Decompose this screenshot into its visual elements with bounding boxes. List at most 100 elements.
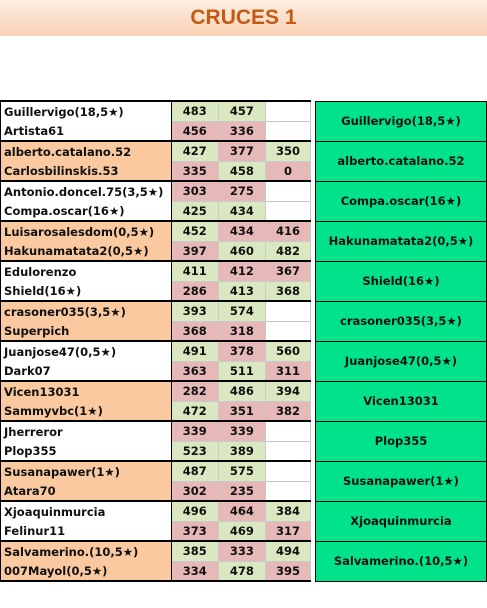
page-title: CRUCES 1 bbox=[190, 6, 297, 29]
table-row: Plop355 523 389 bbox=[0, 440, 487, 462]
match-table: Guillervigo(18,5★) 483 457 Guillervigo(18,5… bbox=[0, 100, 487, 582]
winner-cell: Hakunamatata2(0,5★) bbox=[314, 220, 487, 262]
score-cell: 434 bbox=[217, 220, 266, 242]
column-spacer bbox=[310, 301, 316, 341]
score-cell: 282 bbox=[170, 380, 219, 402]
table-row: Xjoaquinmurcia 496 464 384 Xjoaquinmurcia bbox=[0, 500, 487, 542]
score-cell: 378 bbox=[217, 340, 266, 362]
player-name: crasoner035(3,5★) bbox=[0, 300, 172, 321]
column-spacer bbox=[310, 501, 316, 541]
score-cell: 367 bbox=[264, 260, 312, 282]
score-cell: 496 bbox=[170, 500, 219, 522]
score-cell: 452 bbox=[170, 220, 219, 242]
column-spacer bbox=[310, 461, 316, 501]
score-cell: 333 bbox=[217, 540, 266, 562]
score-cell bbox=[264, 440, 312, 462]
score-cell: 456 bbox=[170, 120, 219, 142]
score-cell: 393 bbox=[170, 300, 219, 322]
player-name: Dark07 bbox=[0, 361, 172, 382]
score-cell: 416 bbox=[264, 220, 312, 242]
table-row: Atara70 302 235 bbox=[0, 480, 487, 502]
table-row: Jherreror 339 339 Plop355 bbox=[0, 420, 487, 462]
score-cell: 427 bbox=[170, 140, 219, 162]
table-row: Salvamerino.(10,5★) 385 333 494 Salvamerino.… bbox=[0, 540, 487, 582]
score-cell: 511 bbox=[217, 360, 266, 382]
player-name: Guillervigo(18,5★) bbox=[0, 100, 172, 121]
table-row: Shield(16★) 286 413 368 bbox=[0, 280, 487, 302]
score-cell: 302 bbox=[170, 480, 219, 502]
player-name: Plop355 bbox=[0, 441, 172, 462]
score-cell bbox=[264, 480, 312, 502]
player-name: Carlosbilinskis.53 bbox=[0, 161, 172, 182]
player-name: Antonio.doncel.75(3,5★) bbox=[0, 180, 172, 201]
table-row: Susanapawer(1★) 487 575 Susanapawer(1★) bbox=[0, 460, 487, 502]
score-cell: 373 bbox=[170, 520, 219, 542]
score-cell: 487 bbox=[170, 460, 219, 482]
score-cell bbox=[264, 180, 312, 202]
score-cell: 395 bbox=[264, 560, 312, 582]
score-cell bbox=[264, 120, 312, 142]
score-cell: 368 bbox=[264, 280, 312, 302]
player-name: Superpich bbox=[0, 321, 172, 342]
table-row: crasoner035(3,5★) 393 574 crasoner035(3,5★) bbox=[0, 300, 487, 342]
score-cell: 434 bbox=[217, 200, 266, 222]
score-cell bbox=[264, 320, 312, 342]
table-row: Sammyvbc(1★) 472 351 382 bbox=[0, 400, 487, 422]
score-cell: 464 bbox=[217, 500, 266, 522]
table-row: Felinur11 373 469 317 bbox=[0, 520, 487, 542]
player-name: alberto.catalano.52 bbox=[0, 140, 172, 161]
score-cell bbox=[264, 100, 312, 122]
player-name: Artista61 bbox=[0, 121, 172, 142]
score-cell: 275 bbox=[217, 180, 266, 202]
score-cell: 334 bbox=[170, 560, 219, 582]
table-row: Antonio.doncel.75(3,5★) 303 275 Compa.oscar… bbox=[0, 180, 487, 222]
winner-cell: crasoner035(3,5★) bbox=[314, 300, 487, 342]
player-name: Juanjose47(0,5★) bbox=[0, 340, 172, 361]
table-row: Artista61 456 336 bbox=[0, 120, 487, 142]
score-cell: 472 bbox=[170, 400, 219, 422]
column-spacer bbox=[310, 381, 316, 421]
score-cell: 413 bbox=[217, 280, 266, 302]
score-cell: 469 bbox=[217, 520, 266, 542]
column-spacer bbox=[310, 101, 316, 141]
winner-cell: alberto.catalano.52 bbox=[314, 140, 487, 182]
column-spacer bbox=[310, 181, 316, 221]
table-row: Superpich 368 318 bbox=[0, 320, 487, 342]
score-cell bbox=[264, 460, 312, 482]
score-cell bbox=[264, 300, 312, 322]
player-name: Shield(16★) bbox=[0, 281, 172, 302]
table-row: Hakunamatata2(0,5★) 397 460 482 bbox=[0, 240, 487, 262]
score-cell: 425 bbox=[170, 200, 219, 222]
score-cell: 303 bbox=[170, 180, 219, 202]
player-name: Vicen13031 bbox=[0, 380, 172, 401]
score-cell: 523 bbox=[170, 440, 219, 462]
score-cell bbox=[264, 200, 312, 222]
column-spacer bbox=[310, 421, 316, 461]
score-cell: 311 bbox=[264, 360, 312, 382]
score-cell: 482 bbox=[264, 240, 312, 262]
score-cell: 574 bbox=[217, 300, 266, 322]
match-grid: Guillervigo(18,5★) 483 457 Guillervigo(18,5… bbox=[0, 100, 487, 582]
player-name: Jherreror bbox=[0, 420, 172, 441]
score-cell: 336 bbox=[217, 120, 266, 142]
score-cell: 460 bbox=[217, 240, 266, 262]
score-cell: 339 bbox=[170, 420, 219, 442]
score-cell: 335 bbox=[170, 160, 219, 182]
score-cell: 389 bbox=[217, 440, 266, 462]
score-cell: 478 bbox=[217, 560, 266, 582]
score-cell: 575 bbox=[217, 460, 266, 482]
column-spacer bbox=[310, 221, 316, 261]
player-name: Compa.oscar(16★) bbox=[0, 201, 172, 222]
winner-cell: Shield(16★) bbox=[314, 260, 487, 302]
column-spacer bbox=[310, 341, 316, 381]
winner-cell: Compa.oscar(16★) bbox=[314, 180, 487, 222]
player-name: Sammyvbc(1★) bbox=[0, 401, 172, 422]
player-name: Hakunamatata2(0,5★) bbox=[0, 241, 172, 262]
score-cell: 458 bbox=[217, 160, 266, 182]
player-name: Luisarosalesdom(0,5★) bbox=[0, 220, 172, 241]
score-cell: 486 bbox=[217, 380, 266, 402]
title-banner: CRUCES 1 bbox=[0, 0, 487, 36]
player-name: Felinur11 bbox=[0, 521, 172, 542]
table-row: Guillervigo(18,5★) 483 457 Guillervigo(18,5… bbox=[0, 100, 487, 142]
score-cell: 560 bbox=[264, 340, 312, 362]
